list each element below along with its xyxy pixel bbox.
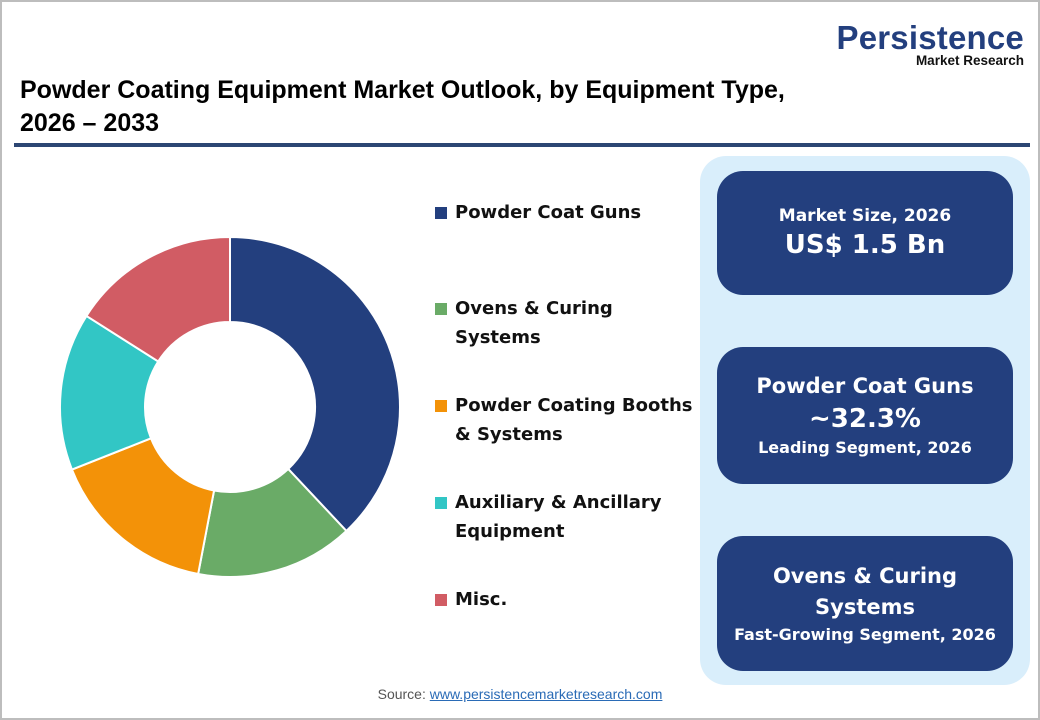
legend-swatch-icon xyxy=(435,497,447,509)
legend-swatch-icon xyxy=(435,207,447,219)
fastest-segment-card: Ovens & Curing Systems Fast-Growing Segm… xyxy=(717,536,1013,671)
legend-label: Auxiliary & Ancillary Equipment xyxy=(455,492,662,542)
fastest-segment-name-line1: Ovens & Curing xyxy=(772,563,958,588)
fastest-segment-name-line2: Systems xyxy=(815,594,915,619)
chart-title-line2: 2026 – 2033 xyxy=(20,109,160,137)
legend-item-powder-coat-guns: Powder Coat Guns xyxy=(435,198,695,227)
leading-segment-note: Leading Segment, 2026 xyxy=(758,438,972,457)
donut-chart xyxy=(50,228,410,588)
legend-swatch-icon xyxy=(435,303,447,315)
donut-slice-4 xyxy=(85,235,231,363)
key-stats-panel: Market Size, 2026 US$ 1.5 Bn Powder Coat… xyxy=(700,156,1030,685)
market-size-value: US$ 1.5 Bn xyxy=(784,230,946,260)
source-line: Source: www.persistencemarketresearch.co… xyxy=(0,686,1040,702)
leading-segment-card: Powder Coat Guns ~32.3% Leading Segment,… xyxy=(717,347,1013,484)
legend-swatch-icon xyxy=(435,594,447,606)
legend-item-misc: Misc. xyxy=(435,585,695,614)
market-size-card: Market Size, 2026 US$ 1.5 Bn xyxy=(717,171,1013,295)
legend-label: Ovens & Curing Systems xyxy=(455,298,613,348)
legend-label: Powder Coating Booths & Systems xyxy=(455,395,693,445)
market-size-label: Market Size, 2026 xyxy=(778,206,952,226)
legend-item-booths-systems: Powder Coating Booths & Systems xyxy=(435,391,703,449)
logo-subtitle: Market Research xyxy=(915,53,1024,68)
fastest-segment-note: Fast-Growing Segment, 2026 xyxy=(734,624,996,644)
leading-segment-share: ~32.3% xyxy=(809,404,921,434)
donut-slice-0 xyxy=(229,235,401,533)
title-divider xyxy=(14,143,1030,147)
chart-title: Powder Coating Equipment Market Outlook,… xyxy=(20,74,920,140)
source-link[interactable]: www.persistencemarketresearch.com xyxy=(429,686,663,702)
donut-svg xyxy=(59,235,401,578)
leading-segment-name: Powder Coat Guns xyxy=(756,374,974,398)
logo-name: Persistence xyxy=(836,19,1024,56)
legend-item-ovens-curing: Ovens & Curing Systems xyxy=(435,294,625,352)
legend-label: Powder Coat Guns xyxy=(455,202,642,223)
legend-label: Misc. xyxy=(455,589,508,610)
logo: Persistence Market Research xyxy=(836,19,1025,68)
source-label: Source: xyxy=(377,686,426,702)
chart-title-line1: Powder Coating Equipment Market Outlook,… xyxy=(20,76,785,104)
legend-item-auxiliary-ancillary: Auxiliary & Ancillary Equipment xyxy=(435,488,675,546)
legend-swatch-icon xyxy=(435,400,447,412)
